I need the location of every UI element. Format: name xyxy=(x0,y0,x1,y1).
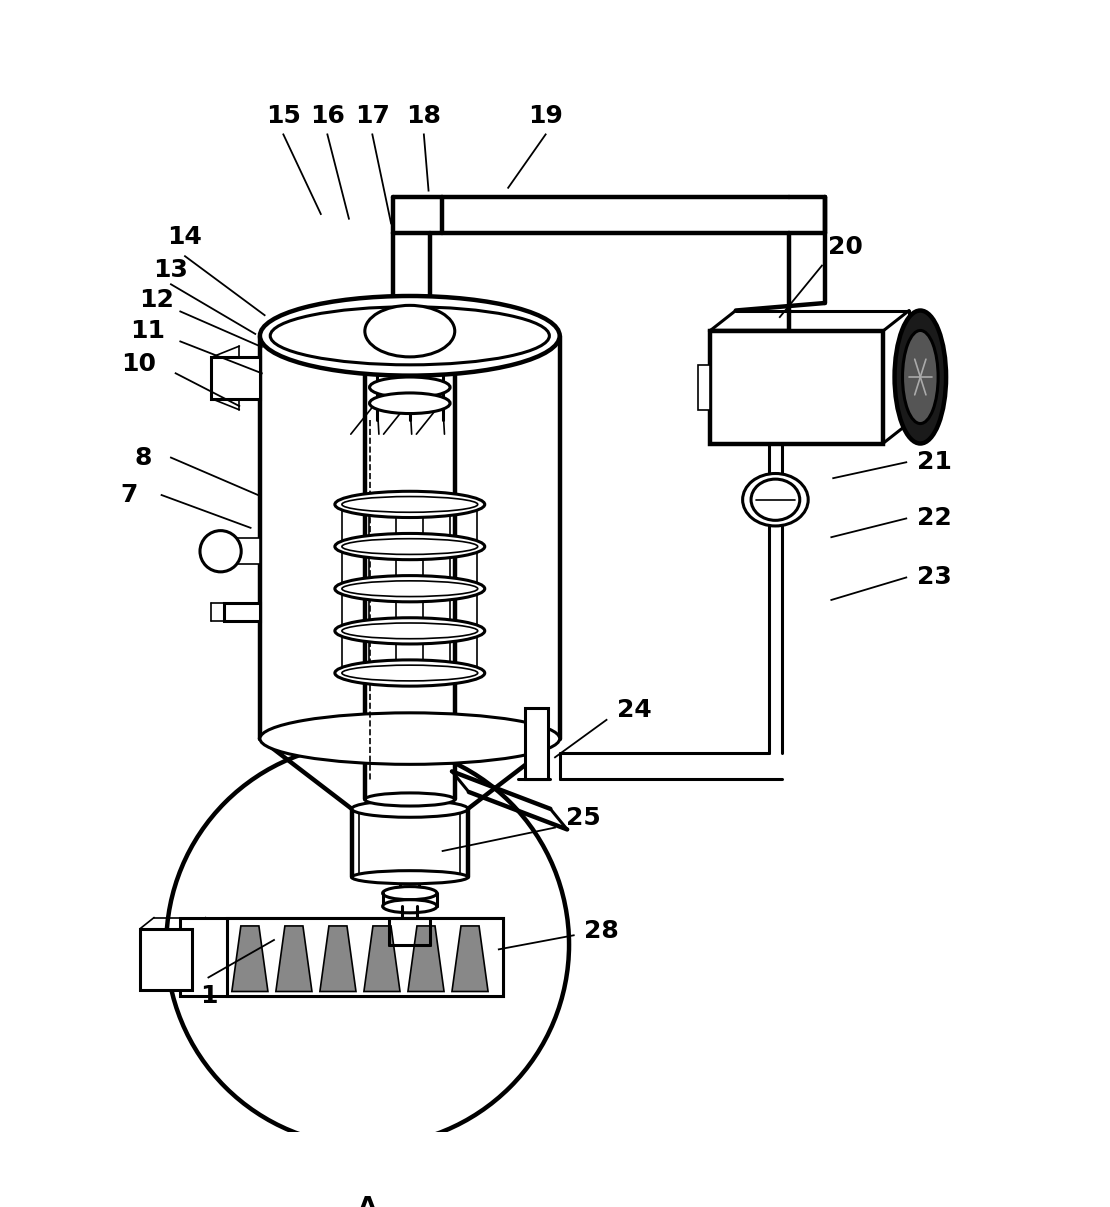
Text: 8: 8 xyxy=(134,445,152,470)
Ellipse shape xyxy=(365,793,455,806)
Circle shape xyxy=(166,744,569,1147)
Ellipse shape xyxy=(895,310,946,443)
Ellipse shape xyxy=(370,393,450,414)
Polygon shape xyxy=(276,926,312,991)
Bar xyxy=(232,538,260,565)
Ellipse shape xyxy=(342,623,477,639)
Ellipse shape xyxy=(365,305,455,357)
Text: 15: 15 xyxy=(266,104,301,128)
Ellipse shape xyxy=(751,479,800,520)
Text: 19: 19 xyxy=(528,104,563,128)
Ellipse shape xyxy=(342,665,477,681)
Bar xyxy=(698,365,709,410)
Text: 16: 16 xyxy=(310,104,345,128)
Bar xyxy=(140,928,192,990)
Polygon shape xyxy=(452,926,488,991)
Bar xyxy=(228,919,504,996)
Text: 11: 11 xyxy=(130,319,165,343)
Text: 13: 13 xyxy=(153,258,189,282)
Text: 10: 10 xyxy=(121,352,155,375)
Ellipse shape xyxy=(270,307,549,365)
Polygon shape xyxy=(408,926,444,991)
Text: 22: 22 xyxy=(917,507,951,530)
Text: 28: 28 xyxy=(585,919,619,943)
Bar xyxy=(709,331,882,443)
Ellipse shape xyxy=(260,296,559,375)
Ellipse shape xyxy=(352,870,468,884)
Text: 1: 1 xyxy=(200,984,218,1008)
Text: 25: 25 xyxy=(566,806,601,830)
Ellipse shape xyxy=(335,533,485,560)
Ellipse shape xyxy=(902,331,938,424)
Ellipse shape xyxy=(743,473,808,526)
Text: 21: 21 xyxy=(917,450,951,474)
Text: 23: 23 xyxy=(917,565,951,589)
Ellipse shape xyxy=(335,618,485,645)
Ellipse shape xyxy=(342,581,477,596)
Text: A: A xyxy=(357,1195,377,1207)
Ellipse shape xyxy=(335,576,485,602)
Circle shape xyxy=(200,531,241,572)
Ellipse shape xyxy=(370,377,450,397)
Ellipse shape xyxy=(335,491,485,518)
Ellipse shape xyxy=(352,800,468,817)
Text: 12: 12 xyxy=(140,288,174,313)
Text: 20: 20 xyxy=(828,235,862,258)
Ellipse shape xyxy=(383,899,437,912)
Text: 14: 14 xyxy=(168,226,202,250)
Text: 18: 18 xyxy=(406,104,442,128)
Ellipse shape xyxy=(335,660,485,686)
Ellipse shape xyxy=(342,538,477,554)
Ellipse shape xyxy=(383,887,437,899)
Bar xyxy=(224,602,260,622)
Bar xyxy=(180,919,504,996)
Polygon shape xyxy=(364,926,400,991)
Ellipse shape xyxy=(260,713,559,764)
Text: 24: 24 xyxy=(617,699,652,723)
Text: 7: 7 xyxy=(120,483,138,507)
Bar xyxy=(525,707,548,779)
Polygon shape xyxy=(232,926,268,991)
Bar xyxy=(211,357,260,398)
Polygon shape xyxy=(320,926,356,991)
Ellipse shape xyxy=(342,496,477,512)
Text: 17: 17 xyxy=(355,104,390,128)
